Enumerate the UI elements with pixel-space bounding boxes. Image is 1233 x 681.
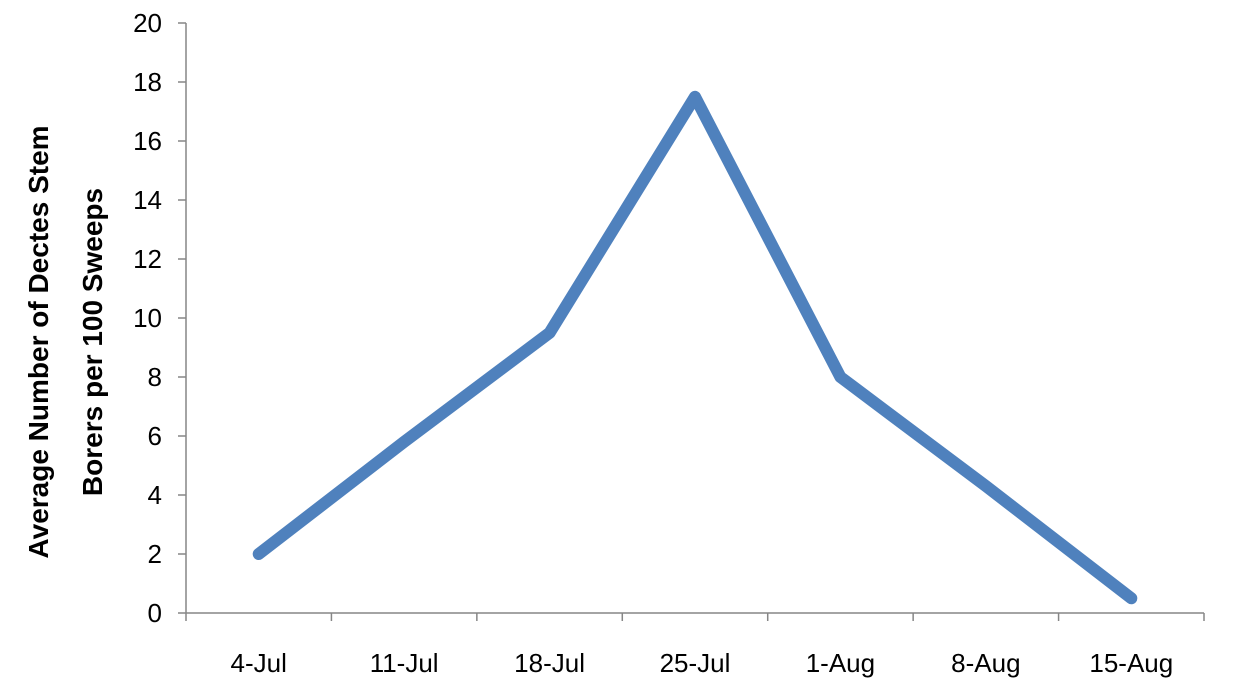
y-tick-label: 2 [148, 539, 162, 569]
series-line [252, 90, 1138, 605]
y-axis-title-line-1: Average Number of Dectes Stem [23, 125, 54, 558]
y-tick-label: 10 [133, 303, 162, 333]
y-tick-label: 20 [133, 8, 162, 38]
series-layer [252, 90, 1138, 605]
y-axis: 0 2 4 6 8 10 12 14 16 18 20 [133, 8, 187, 628]
x-tick-label: 4-Jul [231, 648, 287, 678]
data-point [257, 553, 260, 555]
x-tick-label: 18-Jul [514, 648, 585, 678]
y-axis-title-line-2: Borers per 100 Sweeps [77, 188, 108, 496]
y-tick-label: 6 [148, 421, 162, 451]
y-tick-label: 16 [133, 126, 162, 156]
y-tick-label: 14 [133, 185, 162, 215]
y-tick-label: 0 [148, 598, 162, 628]
x-tick-label: 8-Aug [951, 648, 1020, 678]
y-tick-label: 4 [148, 480, 162, 510]
x-tick-label: 11-Jul [370, 648, 439, 678]
data-point [694, 95, 696, 98]
data-point [548, 331, 551, 334]
data-point [1130, 597, 1133, 600]
data-point [839, 376, 842, 378]
x-tick-label: 1-Aug [806, 648, 875, 678]
y-tick-label: 12 [133, 244, 162, 274]
x-tick-label: 15-Aug [1089, 648, 1173, 678]
x-tick-label: 25-Jul [660, 648, 731, 678]
y-axis-title: Average Number of Dectes Stem Borers per… [23, 125, 108, 558]
data-point [403, 440, 406, 443]
y-tick-label: 18 [133, 67, 162, 97]
x-axis: 4-Jul 11-Jul 18-Jul 25-Jul 1-Aug 8-Aug 15-Aug [185, 612, 1205, 678]
data-point [984, 485, 987, 488]
y-tick-label: 8 [148, 362, 162, 392]
